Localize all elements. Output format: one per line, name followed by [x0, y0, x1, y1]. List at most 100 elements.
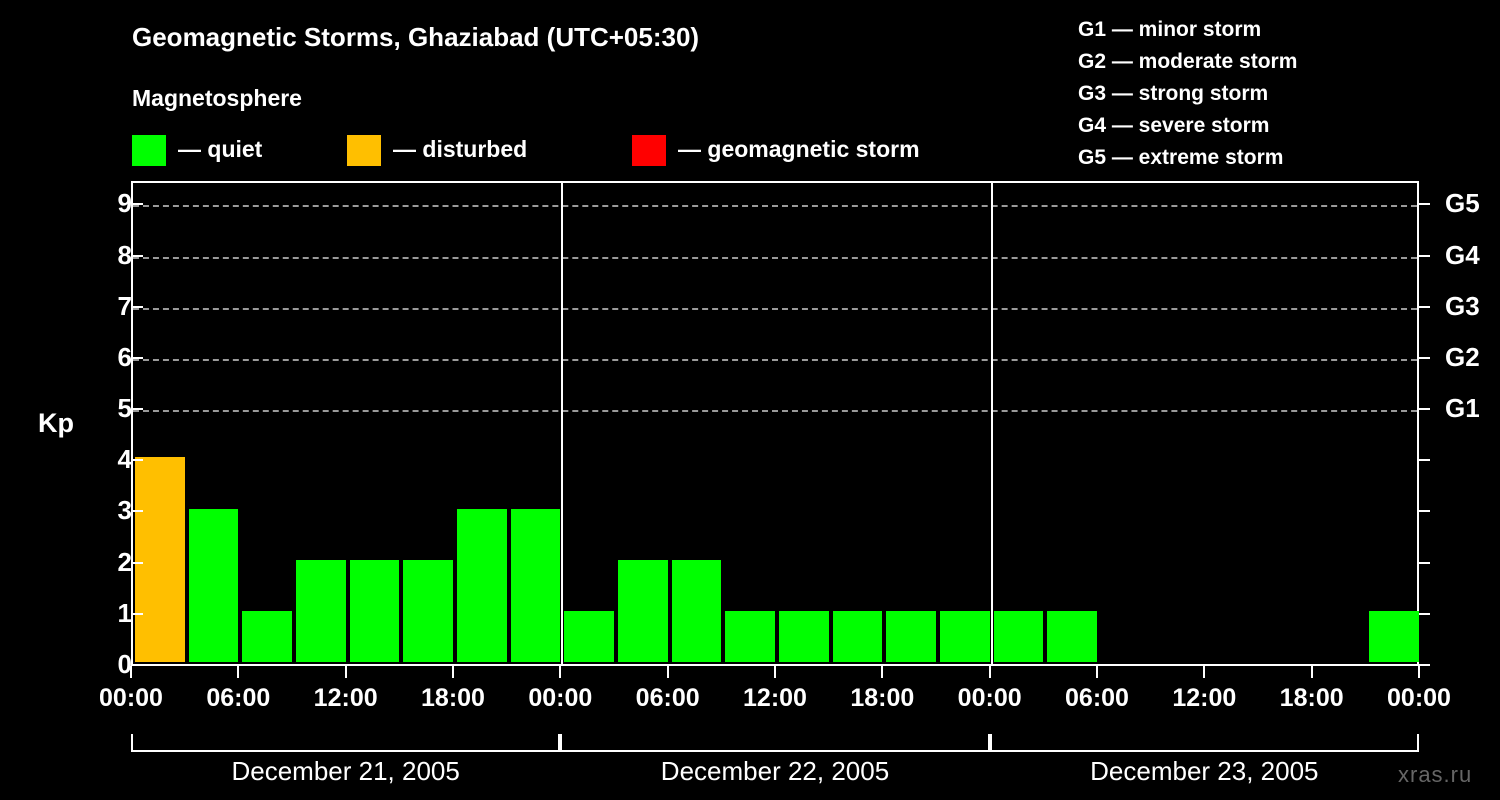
y-right-tick-mark-kp-3 [1419, 510, 1430, 513]
x-tick-mark-9 [1096, 666, 1098, 678]
x-tick-mark-5 [666, 666, 669, 678]
x-tick-mark-10 [1203, 666, 1206, 678]
y-axis-left: 0 1 2 3 4 5 6 7 8 9 [78, 181, 143, 677]
kp-bar[interactable] [671, 559, 722, 662]
magnetosphere-heading: Magnetosphere [132, 85, 302, 111]
y-tick-mark-9 [132, 203, 143, 206]
y-tick-label-9: 9 [117, 188, 132, 219]
y-tick-mark-5 [132, 408, 143, 411]
kp-bar[interactable] [1047, 610, 1097, 662]
gridline-kp-8 [133, 256, 1417, 259]
x-tick-label-5: 06:00 [635, 684, 700, 712]
g-tick-label-G3: G3 [1445, 290, 1480, 321]
legend-swatch-geomagnetic-storm [632, 134, 666, 166]
kp-bar[interactable] [188, 508, 239, 662]
kp-bar[interactable] [886, 610, 936, 662]
date-caption-3: December 23, 2005 [1090, 756, 1319, 786]
kp-bar[interactable] [457, 508, 507, 662]
x-tick-mark-8 [988, 666, 991, 678]
y-tick-mark-8 [132, 254, 143, 257]
x-tick-label-6: 12:00 [743, 684, 807, 712]
x-tick-mark-7 [881, 666, 884, 678]
x-tick-label-7: 18:00 [850, 684, 915, 712]
gridline-kp-6 [133, 358, 1417, 361]
y-tick-mark-7 [132, 305, 143, 308]
x-tick-mark-11 [1310, 666, 1313, 678]
gridline-kp-9 [133, 205, 1417, 208]
x-tick-label-10: 12:00 [1172, 684, 1237, 712]
kp-bar[interactable] [349, 559, 400, 662]
kp-bar[interactable] [832, 610, 883, 662]
kp-bar[interactable] [725, 610, 775, 662]
kp-bar[interactable] [618, 559, 668, 662]
g-scale-row-g2: G2 — moderate storm [1078, 50, 1298, 73]
kp-bar[interactable] [564, 610, 614, 662]
y-right-tick-mark-kp-7 [1419, 305, 1430, 308]
y-right-tick-mark-kp-8 [1419, 254, 1430, 257]
x-tick-label-1: 06:00 [206, 684, 271, 712]
x-tick-mark-4 [559, 666, 562, 678]
y-tick-label-6: 6 [117, 341, 132, 372]
g-scale-row-g4: G4 — severe storm [1078, 114, 1270, 137]
kp-bar[interactable] [242, 610, 292, 662]
y-axis-right-g-scale: G1 G2 G3 G4 G5 [1419, 181, 1499, 666]
x-tick-mark-3 [452, 666, 454, 678]
legend-swatch-disturbed [347, 134, 381, 166]
legend-entry-geomagnetic-storm: — geomagnetic storm [632, 134, 920, 166]
y-axis-title: Kp [38, 408, 74, 438]
y-tick-label-4: 4 [117, 444, 132, 475]
date-brackets: December 21, 2005 December 22, 2005 Decemb… [131, 734, 1419, 794]
y-tick-label-3: 3 [117, 495, 132, 526]
g-tick-label-G5: G5 [1445, 188, 1480, 219]
g-scale-row-g1: G1 — minor storm [1078, 18, 1262, 41]
kp-bar[interactable] [403, 559, 453, 662]
legend-entry-quiet: — quiet [132, 134, 262, 166]
date-caption-2: December 22, 2005 [660, 756, 890, 786]
y-right-tick-mark-kp-5 [1419, 408, 1430, 411]
kp-bar[interactable] [993, 610, 1044, 662]
day-divider-1 [561, 183, 564, 664]
y-tick-mark-2 [132, 561, 143, 564]
y-tick-label-8: 8 [117, 239, 132, 270]
kp-bar[interactable] [296, 559, 346, 662]
kp-bar[interactable] [510, 508, 561, 662]
y-tick-label-1: 1 [117, 597, 132, 628]
y-right-tick-mark-kp-6 [1419, 356, 1430, 359]
x-tick-mark-0 [130, 666, 132, 678]
y-right-tick-mark-kp-1 [1419, 612, 1430, 615]
y-right-tick-mark-kp-0 [1419, 664, 1430, 666]
kp-bar[interactable] [1369, 610, 1419, 662]
g-scale-legend: G1 — minor storm G2 — moderate storm G3 — … [1078, 14, 1297, 174]
kp-bar[interactable] [940, 610, 990, 662]
y-tick-label-5: 5 [117, 393, 132, 424]
y-tick-mark-6 [132, 356, 143, 359]
day-divider-2 [990, 183, 993, 664]
legend-entry-disturbed: — disturbed [347, 134, 527, 166]
x-tick-mark-1 [237, 666, 240, 678]
bars-layer [133, 183, 1419, 664]
y-right-tick-mark-kp-4 [1419, 459, 1430, 462]
y-tick-label-0: 0 [117, 649, 132, 679]
g-tick-label-G2: G2 [1445, 341, 1480, 372]
y-tick-label-7: 7 [117, 290, 132, 321]
y-right-tick-mark-kp-2 [1419, 561, 1430, 564]
y-tick-mark-3 [132, 510, 143, 513]
gridline-kp-5 [133, 410, 1417, 413]
x-tick-label-8: 00:00 [957, 684, 1022, 712]
x-tick-label-12: 00:00 [1387, 684, 1451, 712]
kp-bar[interactable] [779, 610, 829, 662]
g-tick-label-G1: G1 [1445, 393, 1480, 424]
legend-swatch-quiet [132, 134, 166, 166]
x-tick-mark-2 [344, 666, 347, 678]
y-tick-mark-0 [132, 664, 143, 666]
date-bracket-2 [560, 734, 990, 752]
watermark: xras.ru [1398, 762, 1473, 787]
y-tick-label-2: 2 [117, 546, 132, 577]
date-bracket-3 [989, 734, 1419, 752]
g-tick-label-G4: G4 [1445, 239, 1480, 270]
kp-bar[interactable] [135, 457, 185, 662]
x-tick-label-11: 18:00 [1279, 684, 1344, 712]
y-tick-mark-4 [132, 459, 143, 462]
plot-area [131, 181, 1419, 666]
g-scale-row-g5: G5 — extreme storm [1078, 146, 1284, 169]
